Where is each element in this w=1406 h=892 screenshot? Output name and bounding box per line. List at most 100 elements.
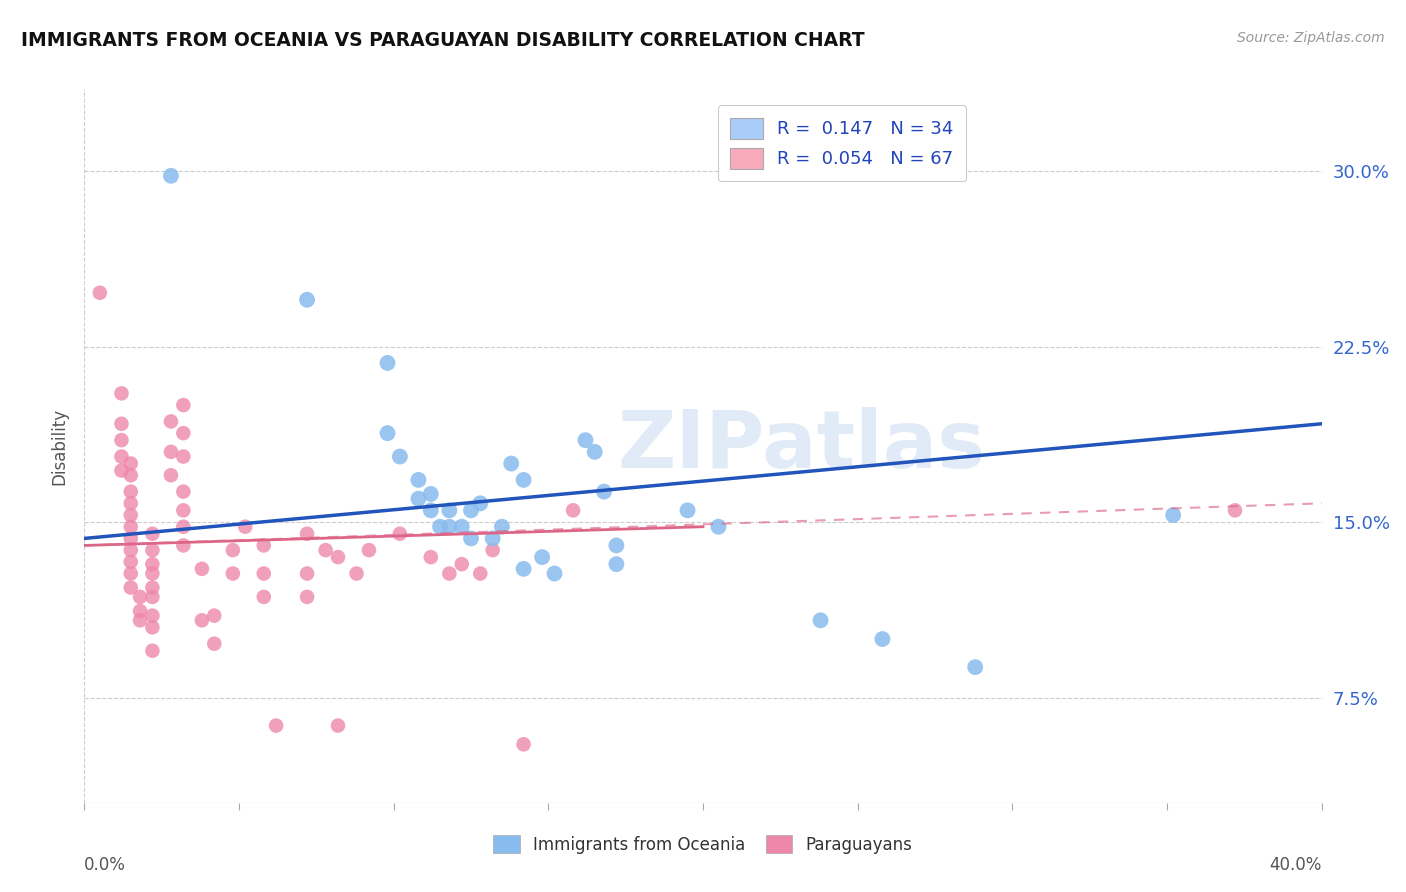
Point <box>253 538 276 552</box>
Point <box>562 503 585 517</box>
Point <box>388 526 411 541</box>
Point <box>129 590 152 604</box>
Point <box>89 285 111 300</box>
Point <box>141 620 163 634</box>
Point <box>512 473 534 487</box>
Point <box>574 433 596 447</box>
Point <box>160 468 183 483</box>
Point <box>965 660 987 674</box>
Point <box>439 566 461 581</box>
Point <box>110 386 132 401</box>
Point <box>172 398 194 412</box>
Point <box>583 445 606 459</box>
Point <box>315 543 337 558</box>
Legend: Immigrants from Oceania, Paraguayans: Immigrants from Oceania, Paraguayans <box>485 827 921 863</box>
Point <box>460 503 482 517</box>
Point <box>810 613 832 627</box>
Point <box>191 562 214 576</box>
Point <box>429 519 451 533</box>
Point <box>419 550 441 565</box>
Point <box>439 503 461 517</box>
Point <box>1161 508 1184 522</box>
Point <box>172 503 194 517</box>
Point <box>593 484 616 499</box>
Point <box>120 532 142 546</box>
Point <box>512 562 534 576</box>
Point <box>222 566 245 581</box>
Point <box>172 450 194 464</box>
Point <box>141 543 163 558</box>
Point <box>160 414 183 428</box>
Point <box>872 632 894 646</box>
Point <box>531 550 554 565</box>
Point <box>408 491 430 506</box>
Point <box>191 613 214 627</box>
Point <box>129 604 152 618</box>
Point <box>110 450 132 464</box>
Point <box>439 519 461 533</box>
Text: 40.0%: 40.0% <box>1270 856 1322 874</box>
Point <box>120 496 142 510</box>
Point <box>202 608 225 623</box>
Point <box>357 543 380 558</box>
Point <box>120 581 142 595</box>
Point <box>605 557 627 571</box>
Point <box>388 450 411 464</box>
Point <box>120 519 142 533</box>
Point <box>501 457 523 471</box>
Y-axis label: Disability: Disability <box>51 408 69 484</box>
Point <box>141 526 163 541</box>
Point <box>512 737 534 751</box>
Point <box>110 417 132 431</box>
Point <box>1223 503 1246 517</box>
Point <box>110 433 132 447</box>
Point <box>202 637 225 651</box>
Point <box>346 566 368 581</box>
Point <box>450 557 472 571</box>
Text: IMMIGRANTS FROM OCEANIA VS PARAGUAYAN DISABILITY CORRELATION CHART: IMMIGRANTS FROM OCEANIA VS PARAGUAYAN DI… <box>21 31 865 50</box>
Point <box>172 484 194 499</box>
Point <box>377 356 399 370</box>
Point <box>129 613 152 627</box>
Point <box>419 503 441 517</box>
Point <box>481 532 503 546</box>
Point <box>222 543 245 558</box>
Point <box>408 473 430 487</box>
Point <box>110 464 132 478</box>
Point <box>253 566 276 581</box>
Point <box>605 538 627 552</box>
Point <box>295 590 318 604</box>
Text: ZIPatlas: ZIPatlas <box>617 407 986 485</box>
Point <box>160 445 183 459</box>
Point <box>543 566 565 581</box>
Point <box>120 555 142 569</box>
Point <box>120 566 142 581</box>
Point <box>120 457 142 471</box>
Point <box>295 293 318 307</box>
Point <box>295 526 318 541</box>
Point <box>141 590 163 604</box>
Point <box>172 538 194 552</box>
Point <box>707 519 730 533</box>
Point <box>141 608 163 623</box>
Point <box>120 508 142 522</box>
Point <box>491 519 513 533</box>
Point <box>120 543 142 558</box>
Point <box>141 566 163 581</box>
Point <box>419 487 441 501</box>
Point <box>141 557 163 571</box>
Point <box>172 426 194 441</box>
Point <box>676 503 699 517</box>
Point <box>172 519 194 533</box>
Text: 0.0%: 0.0% <box>84 856 127 874</box>
Point <box>326 718 349 732</box>
Text: Source: ZipAtlas.com: Source: ZipAtlas.com <box>1237 31 1385 45</box>
Point <box>160 169 183 183</box>
Point <box>326 550 349 565</box>
Point <box>141 581 163 595</box>
Point <box>295 566 318 581</box>
Point <box>470 496 492 510</box>
Point <box>233 519 256 533</box>
Point <box>120 468 142 483</box>
Point <box>377 426 399 441</box>
